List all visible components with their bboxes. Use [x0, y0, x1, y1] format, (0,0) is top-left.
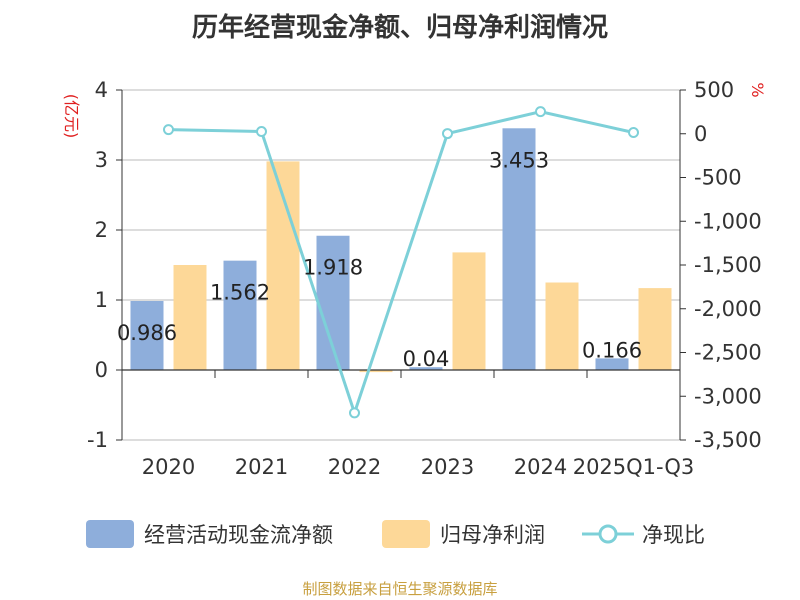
x-tick-label: 2020	[142, 455, 195, 479]
bar-cashflow	[502, 128, 536, 370]
right-tick-label: -1,000	[694, 209, 762, 233]
x-tick-label: 2023	[421, 455, 474, 479]
left-tick-label: 1	[95, 288, 108, 312]
data-label-cashflow: 1.562	[210, 281, 270, 305]
data-label-cashflow: 1.918	[303, 256, 363, 280]
legend-label-cashflow: 经营活动现金流净额	[144, 523, 333, 547]
x-tick-label: 2025Q1-Q3	[573, 455, 695, 479]
ratio-point	[256, 125, 267, 137]
ratio-point	[163, 124, 174, 136]
left-tick-label: -1	[87, 428, 108, 452]
legend-marker-ratio	[598, 524, 618, 544]
legend: 经营活动现金流净额 归母净利润 净现比	[86, 520, 705, 548]
ratio-polyline	[168, 110, 634, 418]
x-tick-label: 2024	[514, 455, 567, 479]
bar-cashflow	[223, 260, 257, 370]
ratio-point	[349, 407, 360, 419]
right-tick-label: -3,000	[694, 384, 762, 408]
bar-netprofit	[545, 282, 579, 370]
right-tick-label: -2,500	[694, 341, 762, 365]
ratio-point	[628, 127, 639, 139]
bar-cashflow	[595, 358, 629, 370]
left-tick-label: 4	[95, 78, 108, 102]
right-axis-unit: %	[748, 82, 767, 97]
ratio-point	[442, 128, 453, 140]
legend-swatch-netprofit	[382, 520, 430, 548]
bar-cashflow	[409, 367, 443, 370]
bar-netprofit	[359, 370, 393, 373]
x-tick-label: 2021	[235, 455, 288, 479]
right-tick-label: 500	[694, 78, 734, 102]
right-tick-label: -3,500	[694, 428, 762, 452]
bar-netprofit	[638, 288, 672, 370]
legend-label-netprofit: 归母净利润	[440, 523, 545, 547]
data-label-cashflow: 0.986	[117, 321, 177, 345]
left-axis-unit: (亿元)	[62, 94, 81, 139]
data-label-cashflow: 3.453	[489, 148, 549, 172]
chart-title: 历年经营现金净额、归母净利润情况	[192, 12, 608, 43]
right-tick-label: 0	[694, 122, 707, 146]
data-label-cashflow: 0.166	[582, 338, 642, 362]
x-tick-label: 2022	[328, 455, 381, 479]
bar-netprofit	[173, 265, 207, 370]
axes: -1 0 1 2 3 4 500 0 -500 -1,000 -1,500 -2,000 -2,500 -…	[87, 78, 762, 479]
ratio-point	[535, 106, 546, 118]
bar-netprofit	[452, 252, 486, 370]
legend-label-ratio: 净现比	[642, 523, 705, 547]
bar-cashflow	[130, 300, 164, 370]
data-label-cashflow: 0.04	[403, 347, 450, 371]
ratio-line	[163, 106, 639, 419]
bars	[130, 128, 672, 373]
right-tick-label: -1,500	[694, 253, 762, 277]
left-tick-label: 3	[95, 148, 108, 172]
left-tick-label: 2	[95, 218, 108, 242]
gridlines	[122, 89, 680, 441]
data-labels: 0.986 1.562 1.918 0.04 3.453 0.166	[117, 148, 642, 371]
source-note: 制图数据来自恒生聚源数据库	[302, 580, 497, 598]
left-tick-label: 0	[95, 358, 108, 382]
legend-swatch-cashflow	[86, 520, 134, 548]
right-tick-label: -500	[694, 166, 742, 190]
right-tick-label: -2,000	[694, 297, 762, 321]
